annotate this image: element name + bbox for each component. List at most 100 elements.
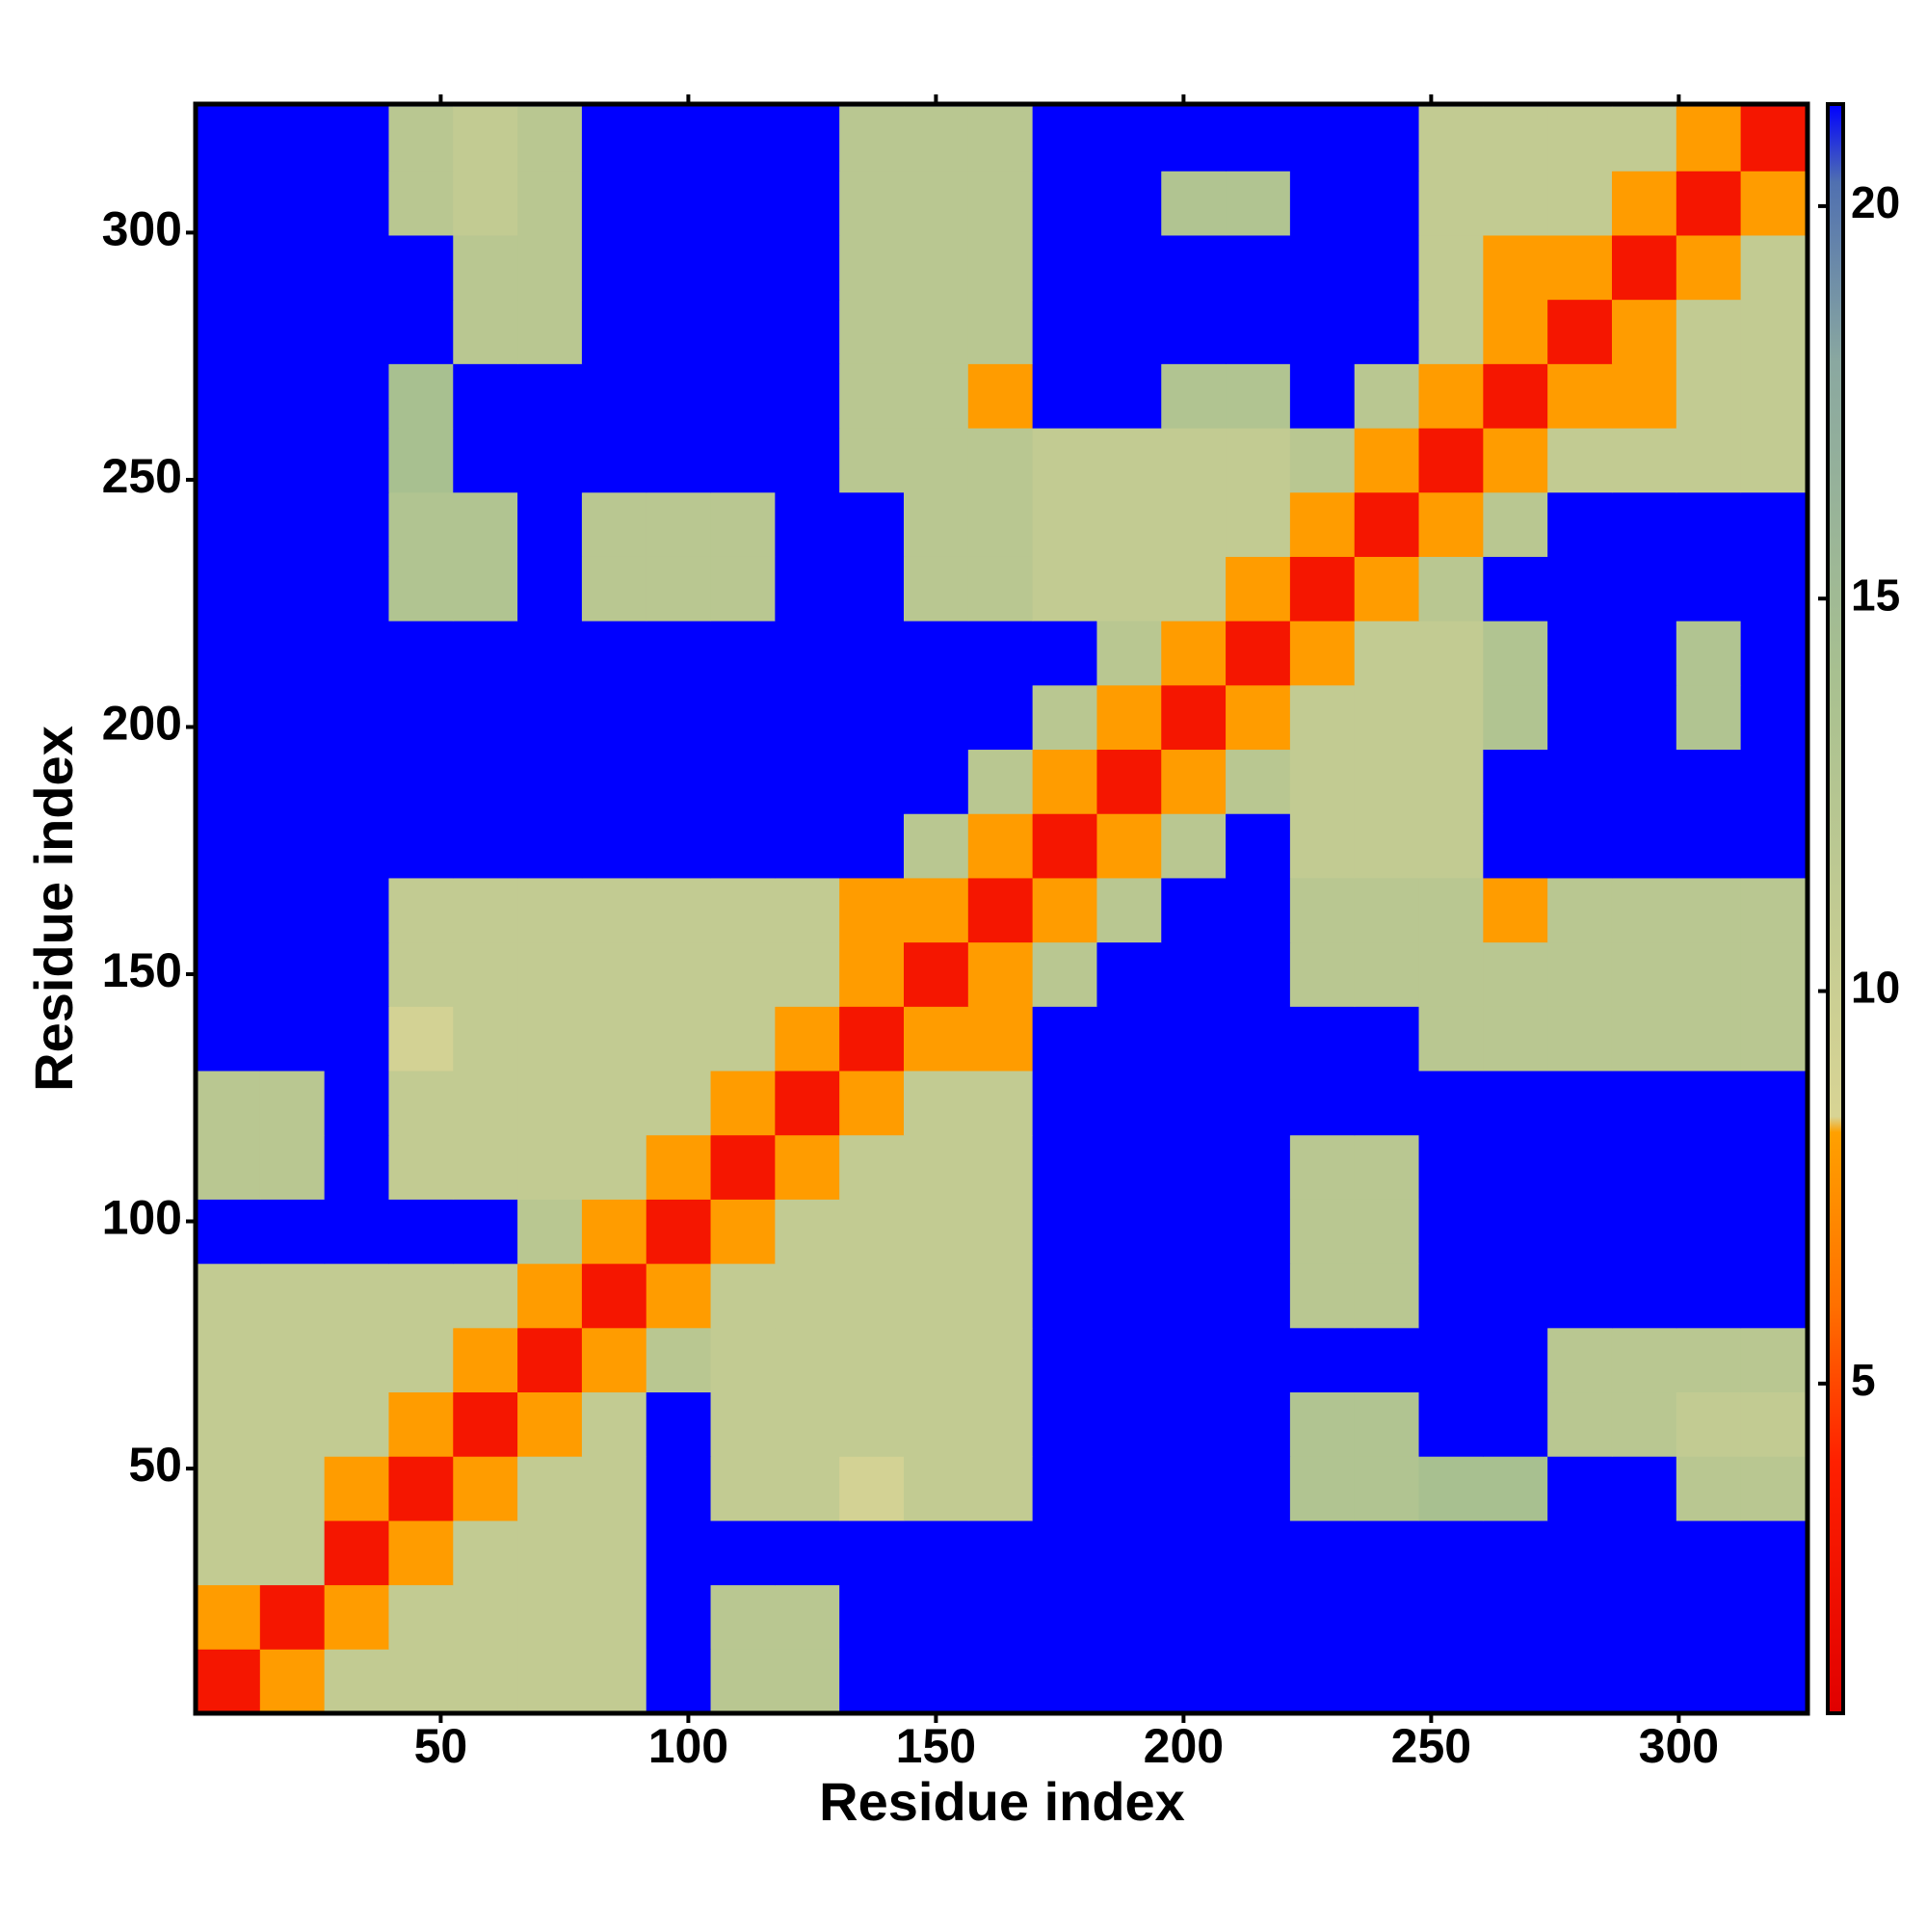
heatmap-cell [967, 1134, 1034, 1200]
heatmap-cell [1740, 491, 1806, 557]
heatmap-cell [388, 1649, 454, 1714]
heatmap-cell [967, 941, 1034, 1007]
heatmap-cell [324, 556, 389, 622]
heatmap-cell [259, 1584, 326, 1650]
heatmap-cell [1096, 491, 1162, 557]
heatmap-cell [196, 621, 261, 686]
heatmap-cell [1547, 234, 1613, 301]
heatmap-cell [1483, 1327, 1548, 1393]
heatmap-cell [517, 234, 583, 301]
heatmap-cell [1418, 749, 1484, 814]
heatmap-cell [1740, 813, 1806, 879]
heatmap-cell [1740, 749, 1806, 814]
heatmap-cell [1354, 1391, 1420, 1457]
heatmap-cell [775, 1199, 840, 1264]
heatmap-cell [196, 1199, 261, 1264]
heatmap-cell [1161, 1199, 1227, 1264]
heatmap-cell [324, 1456, 389, 1522]
heatmap-cell [1611, 1649, 1677, 1714]
heatmap-cell [1032, 1134, 1097, 1200]
heatmap-cell [839, 813, 905, 879]
heatmap-cell [1032, 1199, 1097, 1264]
heatmap-cell [1418, 1520, 1484, 1586]
heatmap-cell [324, 813, 389, 879]
heatmap-cell [967, 1456, 1034, 1522]
heatmap-cell [1289, 1199, 1356, 1264]
heatmap-cell [839, 171, 905, 236]
heatmap-cell [775, 1649, 840, 1714]
heatmap-cell [196, 813, 261, 879]
heatmap-cell [1096, 621, 1162, 686]
heatmap-cell [1547, 1456, 1613, 1522]
heatmap-cell [1161, 877, 1227, 943]
heatmap-cell [453, 1006, 518, 1072]
heatmap-cell [1032, 1584, 1097, 1650]
heatmap-cell [1226, 1391, 1291, 1457]
heatmap-cell [967, 1584, 1034, 1650]
heatmap-cell [1289, 171, 1356, 236]
heatmap-cell [646, 1199, 712, 1264]
heatmap-cell [196, 299, 261, 364]
heatmap-cell [967, 1199, 1034, 1264]
heatmap-cell [581, 1520, 647, 1586]
heatmap-cell [517, 106, 583, 172]
heatmap-cell [1096, 234, 1162, 301]
heatmap-cell [1289, 684, 1356, 751]
heatmap-cell [1418, 1456, 1484, 1522]
heatmap-cell [1161, 556, 1227, 622]
heatmap-cell [646, 491, 712, 557]
heatmap-cell [259, 106, 326, 172]
heatmap-cell [1289, 106, 1356, 172]
heatmap-cell [1611, 1327, 1677, 1393]
heatmap-cell [1418, 941, 1484, 1007]
heatmap-cell [388, 1006, 454, 1072]
heatmap-cell [517, 1456, 583, 1522]
heatmap-cell [775, 749, 840, 814]
heatmap-cell [710, 1199, 776, 1264]
heatmap-cell [1096, 1584, 1162, 1650]
colorbar-tick-label: 10 [1851, 963, 1900, 1013]
heatmap-cell [1032, 749, 1097, 814]
heatmap-cell [196, 1006, 261, 1072]
heatmap-cell [1676, 491, 1742, 557]
heatmap-cell [1740, 1327, 1806, 1393]
heatmap-cell [1161, 684, 1227, 751]
heatmap-cell [1611, 1071, 1677, 1136]
heatmap-cell [839, 1391, 905, 1457]
heatmap-cell [1032, 684, 1097, 751]
x-tick-label: 250 [1391, 1719, 1471, 1773]
heatmap-cell [1096, 299, 1162, 364]
heatmap-cell [1096, 684, 1162, 751]
heatmap-cell [388, 1071, 454, 1136]
heatmap-cell [1289, 491, 1356, 557]
heatmap-cell [1418, 1006, 1484, 1072]
heatmap-cell [1547, 171, 1613, 236]
heatmap-cell [1418, 1263, 1484, 1329]
heatmap-cell [710, 749, 776, 814]
heatmap-cell [196, 106, 261, 172]
heatmap-cell [646, 1456, 712, 1522]
heatmap-cell [839, 621, 905, 686]
heatmap-cell [1483, 1584, 1548, 1650]
heatmap-cell [1354, 749, 1420, 814]
heatmap-cell [775, 556, 840, 622]
heatmap-cell [1226, 106, 1291, 172]
heatmap-cell [1611, 1391, 1677, 1457]
heatmap-cell [581, 1006, 647, 1072]
heatmap-cell [324, 1520, 389, 1586]
heatmap-cell [388, 1456, 454, 1522]
heatmap-cell [775, 1520, 840, 1586]
heatmap-cell [1161, 1263, 1227, 1329]
heatmap-cell [1096, 1199, 1162, 1264]
heatmap-cell [1483, 1456, 1548, 1522]
heatmap-cell [581, 621, 647, 686]
heatmap-cell [839, 1649, 905, 1714]
heatmap-cell [324, 1649, 389, 1714]
heatmap-cell [1611, 556, 1677, 622]
heatmap-cell [1161, 1006, 1227, 1072]
heatmap-cell [903, 1071, 969, 1136]
heatmap-cell [775, 1584, 840, 1650]
heatmap-cell [196, 491, 261, 557]
heatmap-cell [967, 1649, 1034, 1714]
heatmap-cell [517, 491, 583, 557]
